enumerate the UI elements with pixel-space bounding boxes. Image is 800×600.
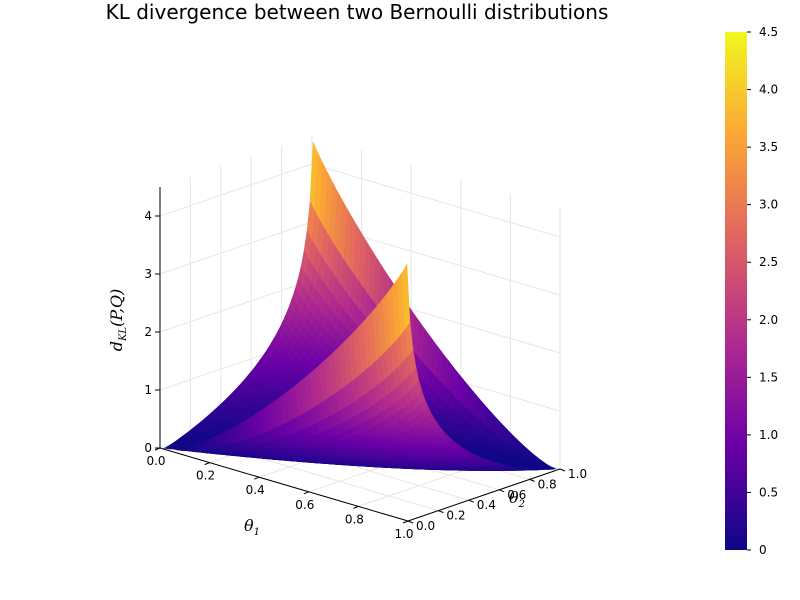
chart-title: KL divergence between two Bernoulli dist… bbox=[106, 0, 609, 24]
colorbar-tick-label: 3.5 bbox=[759, 140, 778, 154]
z-tick-label: 0 bbox=[144, 441, 152, 455]
colorbar-tick-label: 1.5 bbox=[759, 370, 778, 384]
x-tick-label: 0.2 bbox=[196, 469, 215, 483]
colorbar-ticks: 0 0.5 1.0 1.5 2.0 2.5 3.0 3.5 4.0 4.5 bbox=[747, 25, 778, 557]
x-tick-label: 0.6 bbox=[295, 498, 314, 512]
z-tick-label: 2 bbox=[144, 325, 152, 339]
y-tick-label: 0.6 bbox=[507, 488, 526, 502]
kl-surface bbox=[163, 142, 557, 471]
y-tick-label: 0.4 bbox=[477, 498, 496, 512]
y-axis-line bbox=[407, 468, 561, 522]
colorbar-tick-label: 4.5 bbox=[759, 25, 778, 39]
x-tick-label: 0.4 bbox=[246, 483, 265, 497]
y-tick-label: 0.2 bbox=[446, 509, 465, 523]
y-tick-label: 0.0 bbox=[416, 519, 435, 533]
y-axis-label: θ2 bbox=[509, 488, 525, 510]
colorbar-tick-label: 2.5 bbox=[759, 255, 778, 269]
x-tick-label: 1.0 bbox=[394, 527, 413, 541]
colorbar-tick-label: 0.5 bbox=[759, 485, 778, 499]
colorbar-tick-label: 1.0 bbox=[759, 428, 778, 442]
axes: 0.00.20.40.60.81.00.00.20.40.60.81.00123… bbox=[144, 187, 587, 541]
y-tick-label: 1.0 bbox=[568, 467, 587, 481]
z-tick-label: 3 bbox=[144, 267, 152, 281]
colorbar-tick-label: 2.0 bbox=[759, 313, 778, 327]
x-axis-line bbox=[159, 447, 409, 522]
colorbar-tick-label: 3.0 bbox=[759, 198, 778, 212]
x-tick-label: 0.0 bbox=[146, 454, 165, 468]
x-axis-label: θ1 bbox=[244, 516, 260, 538]
colorbar bbox=[725, 32, 747, 550]
z-tick-label: 1 bbox=[144, 383, 152, 397]
colorbar-tick-label: 4.0 bbox=[759, 83, 778, 97]
colorbar-tick-label: 0 bbox=[759, 543, 767, 557]
z-tick-label: 4 bbox=[144, 209, 152, 223]
y-tick-label: 0.8 bbox=[538, 477, 557, 491]
x-tick-label: 0.8 bbox=[345, 512, 364, 526]
z-axis-label: dKL(P,Q) bbox=[107, 289, 129, 352]
